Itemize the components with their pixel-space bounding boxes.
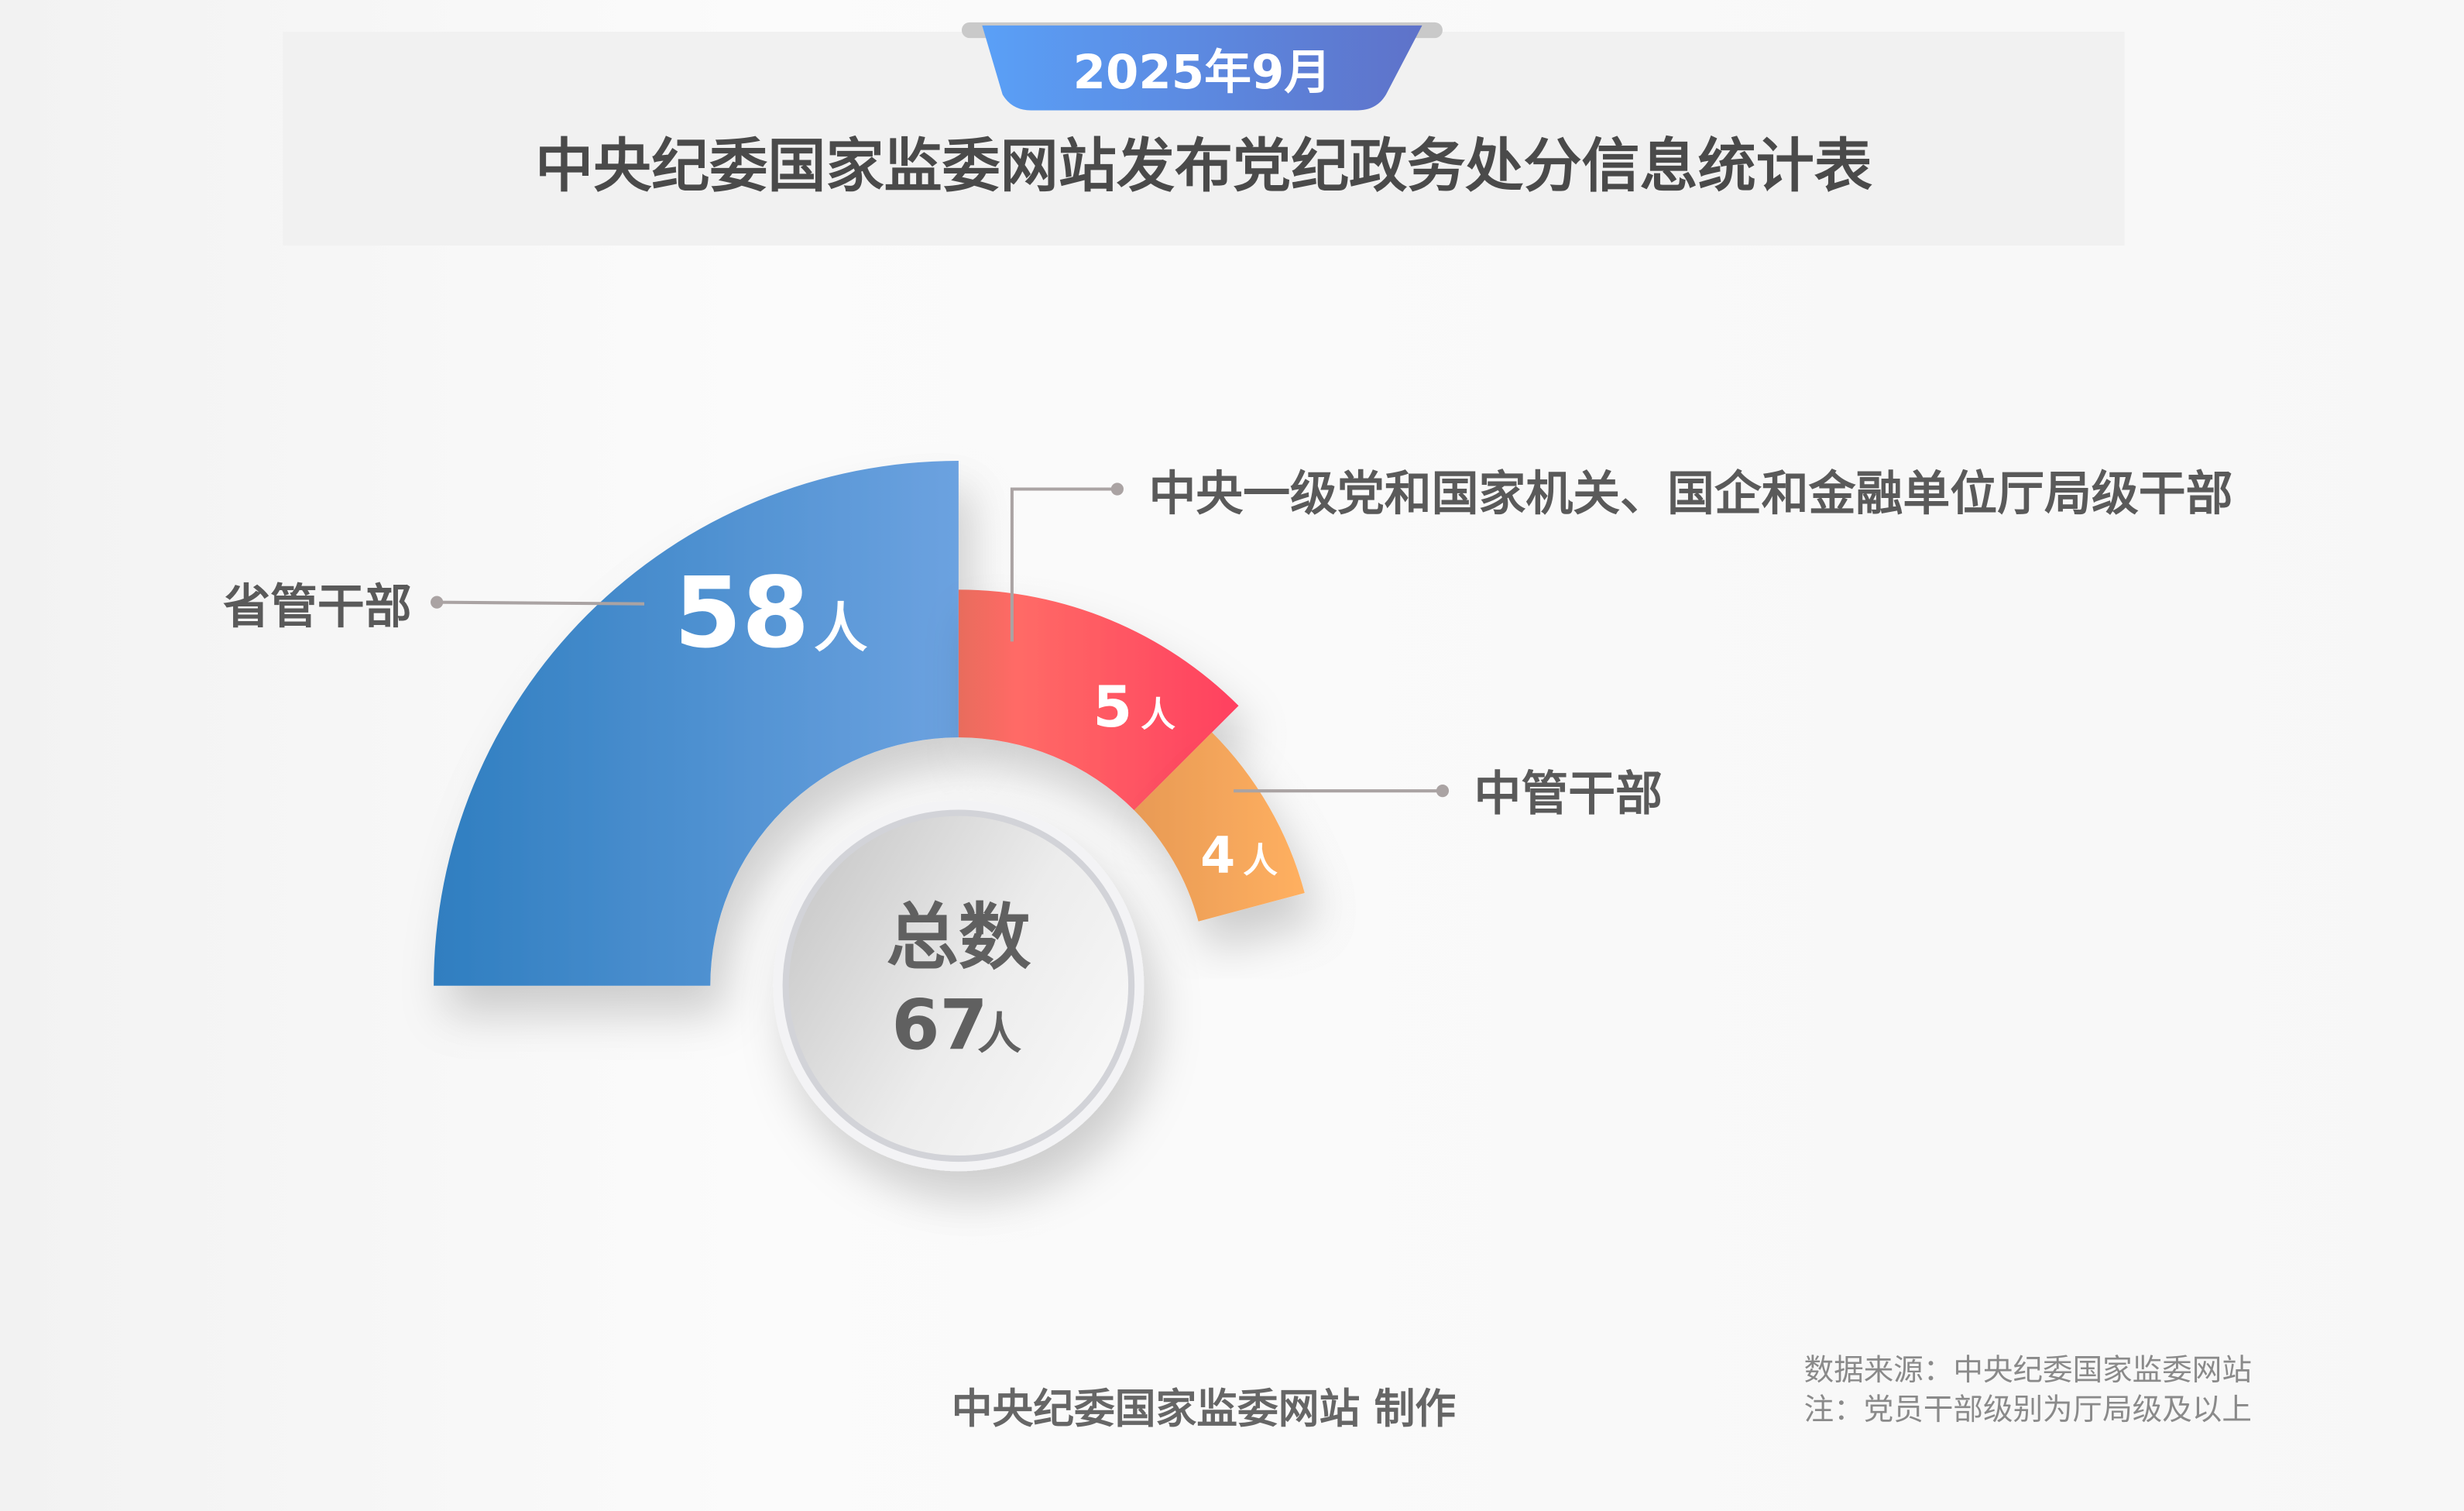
leader-dot-0	[431, 596, 444, 609]
leader-dot-1	[1110, 482, 1124, 496]
category-label-0: 省管干部	[223, 579, 412, 634]
value-label-2: 4	[1200, 827, 1235, 885]
leader-dot-2	[1436, 785, 1450, 798]
page-title: 中央纪委国家监委网站发布党纪政务处分信息统计表	[535, 132, 1872, 200]
center-circle	[782, 809, 1135, 1162]
segment-0	[434, 460, 959, 986]
segments	[434, 460, 1305, 986]
category-label-2: 中管干部	[1474, 767, 1663, 822]
unit-label-1: 人	[1141, 695, 1175, 735]
leader-line-1	[1010, 487, 1117, 642]
footnote: 注：党员干部级别为厅局级及以上	[1804, 1393, 2252, 1427]
category-label-1: 中央一级党和国家机关、国企和金融单位厅局级干部	[1148, 466, 2232, 521]
segment-1	[958, 589, 1239, 811]
total-value: 67	[891, 985, 987, 1066]
leader-lines	[437, 487, 1443, 793]
value-label-0: 58	[674, 555, 809, 669]
producer-credit: 中央纪委国家监委网站 制作	[952, 1386, 1456, 1433]
segment-2	[1134, 732, 1305, 922]
data-source: 数据来源：中央纪委国家监委网站	[1804, 1353, 2252, 1388]
total-label: 总数	[887, 895, 1031, 980]
date-badge-text: 2025年9月	[1073, 45, 1332, 100]
leader-line-0	[437, 600, 645, 606]
date-badge	[982, 25, 1422, 111]
total-unit: 人	[977, 1008, 1021, 1059]
unit-label-0: 人	[814, 597, 867, 659]
value-label-1: 5	[1093, 675, 1132, 740]
unit-label-2: 人	[1243, 841, 1278, 881]
